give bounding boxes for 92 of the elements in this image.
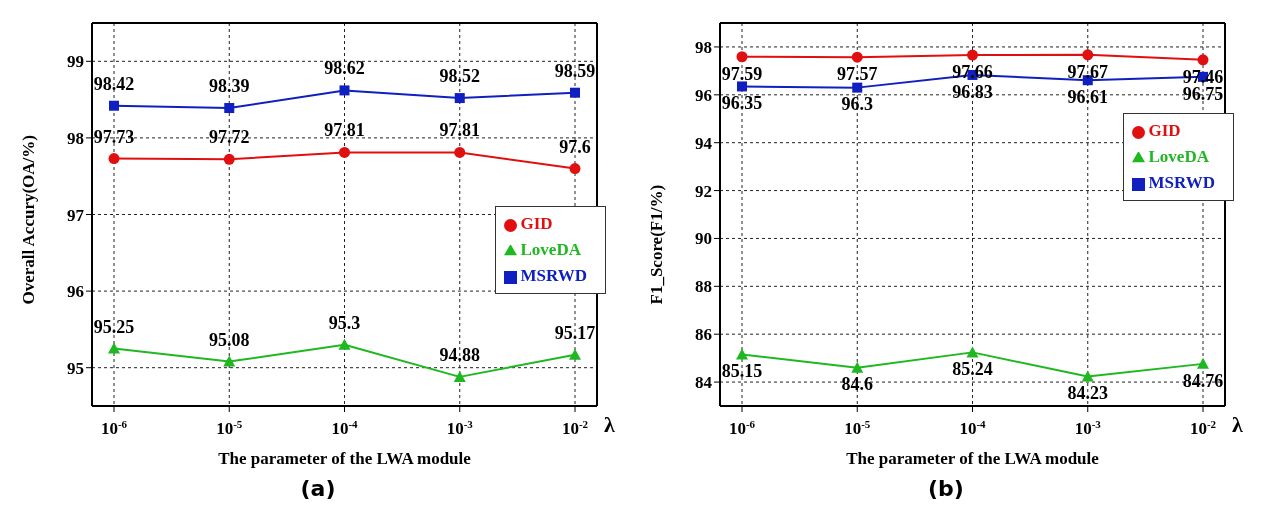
legend-label: MSRWD	[520, 266, 587, 285]
point	[570, 87, 580, 98]
data-label: 96.75	[1182, 83, 1224, 104]
legend-label: MSRWD	[1148, 173, 1215, 192]
text: λ	[604, 412, 615, 438]
point	[967, 49, 978, 61]
point	[338, 338, 351, 350]
x-tick-label: 10$^{-6}$	[100, 418, 128, 438]
point	[224, 103, 235, 114]
point	[1082, 49, 1094, 61]
data-label: 84.6	[841, 374, 873, 395]
data-label: 97.57	[837, 64, 878, 85]
legend-label: GID	[1148, 121, 1181, 140]
data-label: 97.6	[559, 136, 591, 157]
x-axis-title: The parameter of the LWA module	[218, 449, 472, 468]
data-label: 96.61	[1067, 86, 1108, 107]
x-tick-label: 10$^{-4}$	[331, 418, 359, 438]
point	[569, 348, 581, 360]
data-label: 98.42	[93, 73, 135, 94]
x-tick-label: 10$^{-2}$	[1189, 418, 1217, 438]
x-tick-label: 10$^{-2}$	[561, 418, 589, 438]
point	[339, 146, 350, 158]
x-tick-label: 10$^{-4}$	[959, 418, 987, 438]
point	[1197, 54, 1209, 66]
point	[339, 85, 350, 96]
legend-label: LoveDA	[1148, 147, 1209, 166]
y-axis-title: Overall Accury(OA/%)	[19, 135, 39, 305]
point	[852, 82, 863, 93]
point	[851, 361, 864, 373]
y-tick-label: 97	[67, 205, 85, 225]
data-label: 96.83	[952, 81, 993, 102]
point	[223, 153, 235, 165]
point	[1197, 357, 1209, 369]
data-label: 85.15	[721, 361, 763, 382]
point	[454, 93, 465, 104]
data-label: 95.3	[328, 312, 361, 333]
data-label: 96.35	[721, 93, 763, 114]
point	[108, 342, 120, 354]
point	[223, 355, 236, 367]
point	[454, 146, 466, 158]
point	[1081, 370, 1094, 382]
y-axis-title: F1_Score(F1/%)	[647, 184, 667, 305]
point	[736, 51, 748, 63]
data-label: 97.72	[209, 127, 250, 148]
y-tick-label: 88	[695, 277, 712, 297]
x-tick-label: 10$^{-3}$	[446, 418, 474, 438]
data-label: 98.62	[324, 58, 365, 79]
point	[966, 346, 979, 358]
point	[737, 81, 747, 92]
point	[569, 163, 581, 175]
data-label: 95.17	[554, 322, 596, 343]
x-tick-label: 10$^{-6}$	[728, 418, 756, 438]
x-tick-label: 10$^{-5}$	[844, 418, 871, 438]
data-label: 97.81	[324, 120, 365, 141]
data-label: 97.67	[1067, 61, 1108, 82]
data-label: 98.52	[439, 66, 480, 87]
data-label: 98.39	[209, 76, 250, 97]
y-tick-label: 96	[695, 85, 712, 105]
y-tick-label: 92	[695, 181, 712, 201]
data-label: 84.23	[1067, 383, 1108, 404]
point	[109, 100, 119, 111]
data-label: 85.24	[952, 359, 993, 380]
y-tick-label: 98	[695, 37, 712, 57]
data-label: 96.3	[841, 94, 873, 115]
data-label: 97.73	[93, 126, 135, 147]
data-label: 94.88	[439, 344, 480, 365]
y-tick-label: 84	[695, 373, 713, 393]
x-tick-label: 10$^{-5}$	[216, 418, 243, 438]
data-label: 95.08	[209, 329, 250, 350]
y-tick-label: 96	[67, 282, 84, 302]
y-tick-label: 99	[67, 52, 84, 72]
legend-label: LoveDA	[520, 240, 581, 259]
y-tick-label: 90	[695, 229, 712, 249]
y-tick-label: 86	[695, 325, 712, 345]
point	[453, 370, 466, 382]
point	[736, 348, 748, 360]
point	[108, 153, 120, 165]
data-label: 98.59	[554, 60, 596, 81]
y-tick-label: 95	[67, 358, 84, 378]
text: λ	[1232, 412, 1243, 438]
y-tick-label: 98	[67, 128, 84, 148]
data-label: 97.81	[439, 120, 480, 141]
x-axis-title: The parameter of the LWA module	[846, 449, 1100, 468]
text: (b)	[927, 476, 965, 501]
data-label: 84.76	[1182, 370, 1224, 391]
point	[851, 51, 863, 63]
data-label: 97.59	[721, 63, 763, 84]
x-tick-label: 10$^{-3}$	[1074, 418, 1102, 438]
y-tick-label: 94	[695, 133, 713, 153]
text: (a)	[299, 476, 337, 501]
legend-label: GID	[520, 214, 553, 233]
data-label: 95.25	[93, 316, 135, 337]
